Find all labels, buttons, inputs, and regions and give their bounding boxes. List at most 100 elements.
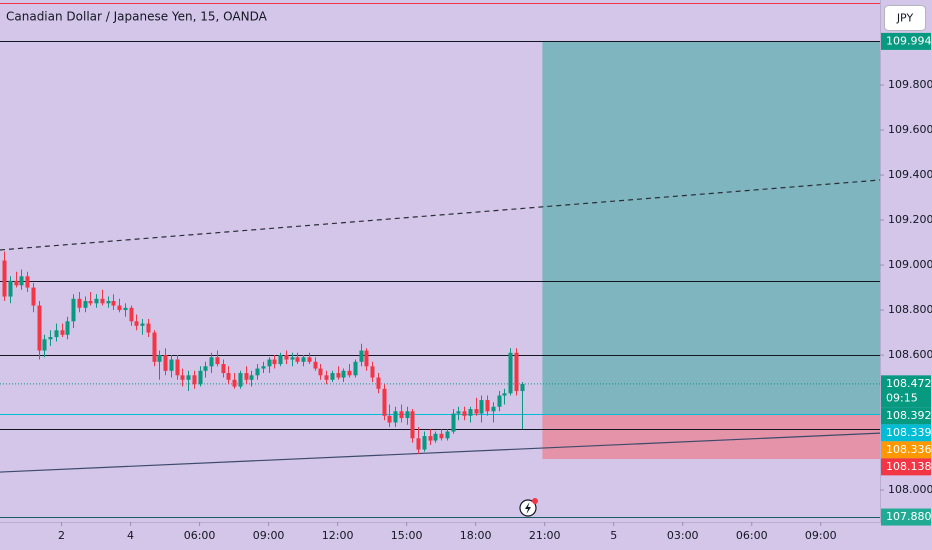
candle-body [83,301,88,308]
y-tick-label: 109.200 [888,213,932,226]
price-tag [881,458,931,476]
candle-body [451,413,456,432]
y-tick-label: 109.600 [888,123,932,136]
candle-body [8,280,13,297]
candle-body [2,260,7,297]
x-tick-label: 21:00 [529,529,561,542]
candle-body [180,375,185,380]
candle-body [313,361,318,369]
x-tick-label: 06:00 [736,529,768,542]
y-tick-label: 109.000 [888,258,932,271]
candle-body [307,357,312,362]
candle-body [272,359,277,365]
candle-body [491,406,496,412]
candle-body [232,379,237,387]
candle-body [520,383,525,392]
candle-body [382,388,387,416]
plot-area [0,3,881,518]
y-tick-label: 108.000 [888,483,932,496]
candle-body [100,298,105,304]
x-tick-label: 2 [58,529,65,542]
candle-body [111,301,116,306]
candle-body [77,298,82,308]
candle-body [157,355,162,362]
candle-body [410,411,415,439]
price-tag-countdown: 09:15 [886,391,918,404]
candle-body [416,438,421,450]
currency-label[interactable]: JPY [896,12,914,25]
candle-body [25,276,30,288]
candle-body [295,357,300,362]
price-tag-label: 108.392 [886,409,932,422]
price-tag-label: 108.339 [886,426,932,439]
candle-body [324,375,329,380]
candle-body [301,357,306,362]
candle-body [284,355,289,360]
candle-body [94,298,99,304]
price-tag [881,32,931,50]
x-tick-label: 06:00 [184,529,216,542]
loss-zone [542,414,880,459]
x-tick-label: 09:00 [805,529,837,542]
x-tick-label: 5 [610,529,617,542]
price-tag [881,441,931,459]
candle-body [71,298,76,322]
x-tick-label: 4 [127,529,134,542]
price-tag [881,375,931,408]
candle-body [474,409,479,414]
candle-body [387,415,392,423]
alert-icon[interactable] [519,498,538,517]
candle-body [60,330,65,335]
y-tick-label: 108.800 [888,303,932,316]
price-tag-label: 108.336 [886,443,932,456]
price-tag-label: 108.138 [886,460,932,473]
candle-body [433,433,438,441]
candle-body [468,409,473,416]
y-tick-label: 109.400 [888,168,932,181]
x-tick-label: 03:00 [667,529,699,542]
candle-body [117,305,122,311]
candle-body [508,352,513,394]
candle-body [203,366,208,371]
price-tag [881,407,931,425]
candle-body [405,411,410,419]
candle-body [221,364,226,374]
candle-body [255,368,260,376]
candle-body [175,359,180,376]
price-tag-label: 108.472 [886,377,932,390]
candle-body [399,411,404,419]
candle-body [261,366,266,369]
candle-body [428,436,433,441]
candle-body [48,337,53,340]
candle-body [278,355,283,365]
profit-zone [542,41,880,415]
candle-body [439,433,444,439]
candle-body [353,361,358,376]
candle-body [445,431,450,439]
candle-body [14,280,19,286]
x-tick-label: 09:00 [253,529,285,542]
candle-body [359,350,364,362]
candle-body [198,370,203,385]
currency-button[interactable] [884,5,926,31]
candle-body [88,301,93,304]
candle-body [238,373,243,387]
candle-body [485,400,490,412]
y-tick-label: 109.800 [888,78,932,91]
candle-body [37,305,42,351]
candle-body [31,287,36,306]
candle-body [514,352,519,392]
price-tag-label: 109.994 [886,34,932,47]
candle-body [226,373,231,380]
candle-body [244,373,249,380]
candle-body [186,375,191,380]
candle-body [163,355,168,371]
candle-body [456,411,461,414]
candle-body [249,375,254,380]
x-tick-label: 15:00 [391,529,423,542]
candle-body [422,436,427,450]
candle-body [462,411,467,416]
candle-body [134,321,139,326]
trend-line [0,179,881,251]
